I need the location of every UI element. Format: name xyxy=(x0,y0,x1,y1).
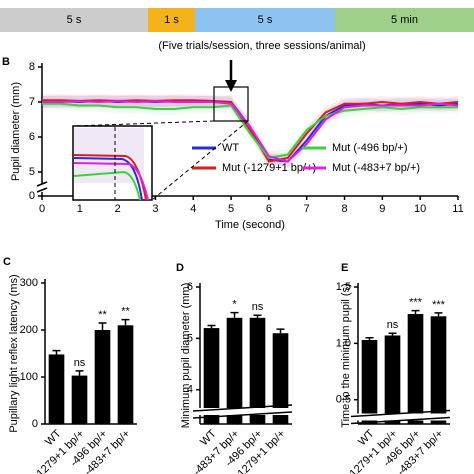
y-tick-label: 0 xyxy=(32,418,38,430)
error-bar xyxy=(388,332,397,336)
bar xyxy=(384,335,401,424)
x-tick-label: 6 xyxy=(266,203,272,215)
bar xyxy=(117,325,134,424)
error-bar xyxy=(411,309,420,315)
inset-line xyxy=(73,162,149,201)
y-tick-label: 0 xyxy=(29,190,35,202)
significance: ** xyxy=(98,309,107,321)
error-bar xyxy=(207,324,216,329)
legend-label: WT xyxy=(222,142,239,154)
significance: ** xyxy=(121,306,130,318)
timeline-segment xyxy=(148,8,195,32)
inset-line xyxy=(73,157,143,201)
error-bar xyxy=(253,314,262,318)
axis-break xyxy=(36,181,48,187)
error-bar xyxy=(365,336,374,340)
bar xyxy=(48,354,65,424)
x-tick-label: 2 xyxy=(115,203,121,215)
error-bar xyxy=(276,328,285,334)
series-line xyxy=(42,102,458,160)
timeline-segment xyxy=(0,8,148,32)
y-tick-label: 0.5 xyxy=(336,394,351,406)
error-bar xyxy=(52,349,61,355)
significance: ns xyxy=(387,319,399,331)
y-tick-label: 300 xyxy=(20,277,38,289)
x-tick-label: 3 xyxy=(152,203,158,215)
bar xyxy=(94,330,111,424)
significance: ns xyxy=(252,301,264,313)
legend-label: Mut (-483+7 bp/+) xyxy=(332,162,420,174)
y-tick-label: 6 xyxy=(29,131,35,143)
error-bar xyxy=(75,370,84,376)
timeline-segment xyxy=(195,8,335,32)
error-bar xyxy=(98,322,107,330)
y-axis-label: Time to the minimum pupil (s) xyxy=(340,283,352,427)
y-tick-label: 100 xyxy=(20,371,38,383)
error-bar xyxy=(230,311,239,318)
bar xyxy=(430,316,447,424)
x-tick-label: 8 xyxy=(341,203,347,215)
x-tick-label: 10 xyxy=(414,203,426,215)
significance: *** xyxy=(432,299,446,311)
axis-break xyxy=(192,404,293,419)
x-tick-label: 9 xyxy=(379,203,385,215)
y-axis-label: Minimum pupil diameter (mm) xyxy=(180,283,192,428)
timeline-note: (Five trials/session, three sessions/ani… xyxy=(158,40,365,52)
x-axis-label: Time (second) xyxy=(215,219,285,231)
bar xyxy=(203,328,220,424)
x-tick-label: 1 xyxy=(77,203,83,215)
axis-break-gap xyxy=(192,408,294,415)
timeline-segment xyxy=(335,8,474,32)
significance: *** xyxy=(409,297,423,309)
panel-label: B xyxy=(2,56,10,68)
y-tick-label: 4 xyxy=(187,384,193,396)
error-bar xyxy=(434,312,443,317)
axis-break xyxy=(36,187,48,193)
panel-label: E xyxy=(341,262,348,274)
significance: * xyxy=(232,299,237,311)
series-line xyxy=(42,100,459,163)
legend-label: Mut (-496 bp/+) xyxy=(332,142,408,154)
y-tick-label: 5 xyxy=(29,166,35,178)
inset-line xyxy=(73,154,147,201)
panel-label: D xyxy=(176,262,184,274)
bar xyxy=(71,375,88,424)
x-tick-label: 5 xyxy=(228,203,234,215)
significance: ns xyxy=(74,357,86,369)
zoom-line xyxy=(151,120,249,201)
x-tick-label: 7 xyxy=(304,203,310,215)
x-tick-label: 4 xyxy=(190,203,196,215)
stimulus-arrowhead xyxy=(225,80,237,92)
timeline-label: 1 s xyxy=(164,14,179,26)
y-tick-label: 200 xyxy=(20,324,38,336)
y-tick-label: 1.5 xyxy=(336,281,351,293)
y-tick-label: 6 xyxy=(187,281,193,293)
y-axis-label: Pupillary light reflex latency (ms) xyxy=(8,274,20,432)
legend-label: Mut (-1279+1 bp/+) xyxy=(222,162,316,174)
y-tick-label: 8 xyxy=(29,61,35,73)
bar xyxy=(407,314,424,424)
y-tick-label: 1.0 xyxy=(336,337,351,349)
bar xyxy=(361,339,378,424)
panel-label: C xyxy=(3,256,11,268)
y-axis-label: Pupil diameter (mm) xyxy=(10,82,22,181)
y-tick-label: 5 xyxy=(187,332,193,344)
bar xyxy=(249,317,266,424)
bar xyxy=(272,333,289,424)
error-bar xyxy=(121,318,130,326)
x-tick-label: 11 xyxy=(452,203,463,215)
timeline-label: 5 s xyxy=(258,14,273,26)
timeline-label: 5 s xyxy=(67,14,82,26)
y-tick-label: 7 xyxy=(29,96,35,108)
timeline-label: 5 min xyxy=(391,14,418,26)
axis-break-gap xyxy=(350,413,452,421)
axis-break xyxy=(350,409,451,425)
bar xyxy=(226,317,243,424)
inset-line xyxy=(73,170,141,201)
zoom-line xyxy=(72,120,215,127)
x-tick-label: 0 xyxy=(39,203,45,215)
